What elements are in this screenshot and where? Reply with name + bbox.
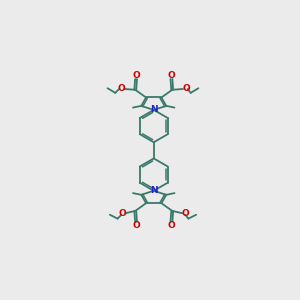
Text: O: O xyxy=(118,209,126,218)
Text: O: O xyxy=(182,84,190,93)
Text: O: O xyxy=(168,70,175,80)
Text: O: O xyxy=(132,221,140,230)
Text: O: O xyxy=(168,221,175,230)
Text: N: N xyxy=(150,105,158,114)
Text: O: O xyxy=(132,70,140,80)
Text: N: N xyxy=(150,186,158,195)
Text: O: O xyxy=(118,84,125,93)
Text: O: O xyxy=(182,209,189,218)
